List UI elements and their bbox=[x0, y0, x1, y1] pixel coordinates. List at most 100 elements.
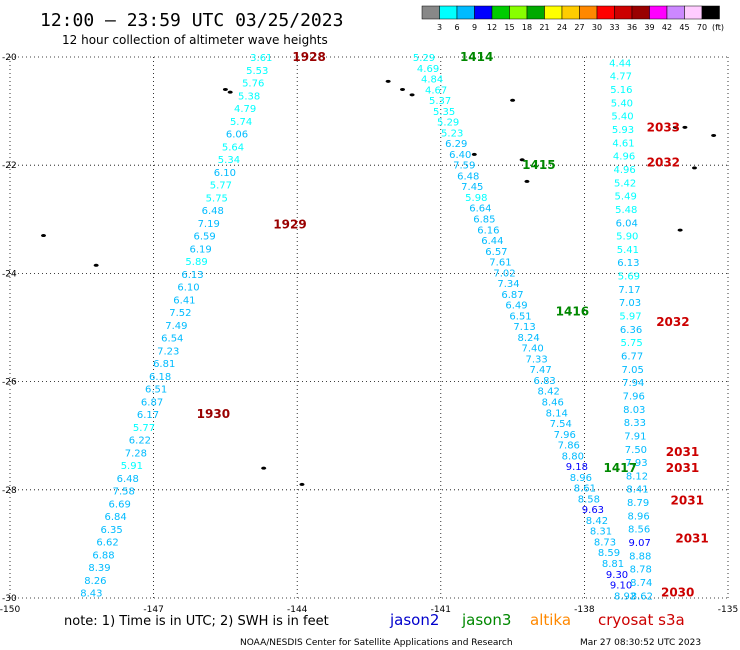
data-label: 8.03 bbox=[623, 405, 645, 416]
data-label: 4.84 bbox=[421, 75, 443, 86]
data-label: 7.86 bbox=[558, 441, 580, 452]
pass-label: 1417 bbox=[604, 461, 637, 475]
data-label: 6.48 bbox=[202, 206, 224, 217]
axis-ticks: -150 -147 -144 -141 -138 -135 -20 -22 -24 -26 -28 -… bbox=[0, 53, 738, 615]
land-mark bbox=[261, 466, 267, 470]
land-mark bbox=[682, 125, 688, 129]
legend-unit: (ft) bbox=[712, 23, 724, 32]
chart-subtitle: 12 hour collection of altimeter wave hei… bbox=[62, 33, 328, 47]
data-label: 5.41 bbox=[617, 245, 639, 256]
land-mark bbox=[510, 98, 516, 102]
legend-swatch bbox=[474, 5, 493, 20]
data-label: 7.05 bbox=[622, 365, 644, 376]
data-label: 5.75 bbox=[206, 193, 228, 204]
x-tick-label: -144 bbox=[287, 605, 308, 615]
data-label: 7.59 bbox=[453, 161, 475, 172]
land-mark bbox=[691, 166, 697, 170]
legend-label: 42 bbox=[662, 23, 672, 32]
data-label: 5.93 bbox=[612, 125, 634, 136]
pass-labels: 1928 1929 1930 1414 1415 1416 1417 2033 2032 2032… bbox=[197, 50, 709, 600]
legend-label: 3 bbox=[437, 23, 442, 32]
data-label: 5.23 bbox=[441, 128, 463, 139]
data-label: 6.16 bbox=[477, 225, 499, 236]
data-label: 8.39 bbox=[88, 563, 110, 574]
data-label: 8.43 bbox=[80, 589, 102, 600]
data-label: 8.42 bbox=[586, 516, 608, 527]
data-label: 5.40 bbox=[611, 112, 633, 123]
data-label: 6.35 bbox=[100, 525, 122, 536]
data-label: 5.48 bbox=[615, 205, 637, 216]
data-series: 3.61 5.53 5.765.38 4.79 5.74 6.065.64 5.34 6.10… bbox=[80, 53, 653, 602]
legend-swatch bbox=[509, 5, 528, 20]
y-tick-label: -26 bbox=[2, 378, 17, 388]
data-label: 8.31 bbox=[590, 527, 612, 538]
data-label: 6.29 bbox=[445, 139, 467, 150]
data-label: 7.28 bbox=[125, 448, 147, 459]
pass-label: 1416 bbox=[556, 304, 589, 318]
legend-label: 39 bbox=[644, 23, 654, 32]
data-label: 6.48 bbox=[117, 474, 139, 485]
data-label: 7.61 bbox=[489, 258, 511, 269]
land-mark bbox=[400, 87, 406, 91]
legend-label: 9 bbox=[472, 23, 477, 32]
legend-swatch bbox=[439, 5, 458, 20]
data-label: 5.38 bbox=[238, 91, 260, 102]
data-label: 6.19 bbox=[189, 244, 211, 255]
data-label: 7.49 bbox=[165, 321, 187, 332]
pass-label: 1414 bbox=[460, 50, 493, 64]
data-label: 6.83 bbox=[534, 376, 556, 387]
land-mark bbox=[41, 234, 47, 238]
data-label: 5.91 bbox=[121, 461, 143, 472]
data-label: 7.96 bbox=[623, 391, 645, 402]
data-label: 7.23 bbox=[157, 346, 179, 357]
data-label: 5.90 bbox=[616, 232, 638, 243]
data-label: 9.63 bbox=[582, 505, 604, 516]
legend-swatch bbox=[614, 5, 633, 20]
data-label: 6.06 bbox=[226, 130, 248, 141]
data-label: 6.13 bbox=[617, 258, 639, 269]
data-label: 8.61 bbox=[574, 484, 596, 495]
land-mark bbox=[222, 87, 228, 91]
x-tick-label: -141 bbox=[431, 605, 451, 615]
data-label: 8.96 bbox=[570, 473, 592, 484]
land-mark bbox=[471, 152, 477, 156]
data-label: 6.10 bbox=[177, 283, 199, 294]
data-label: 5.77 bbox=[210, 181, 232, 192]
data-label: 6.87 bbox=[501, 290, 523, 301]
data-label: 8.79 bbox=[627, 498, 649, 509]
pass-label: 2031 bbox=[666, 461, 699, 475]
data-label: 5.42 bbox=[614, 178, 636, 189]
data-label: 5.75 bbox=[620, 338, 642, 349]
x-tick-label: -135 bbox=[718, 605, 738, 615]
data-label: 5.29 bbox=[437, 118, 459, 129]
pass-label: 1929 bbox=[273, 218, 306, 232]
legend-label: 30 bbox=[592, 23, 602, 32]
y-tick-label: -28 bbox=[2, 486, 17, 496]
data-label: 6.64 bbox=[469, 204, 491, 215]
data-label: 4.61 bbox=[612, 138, 634, 149]
data-label: 5.40 bbox=[611, 98, 633, 109]
satellite-name: jason2 bbox=[389, 611, 439, 629]
land-mark bbox=[519, 158, 525, 162]
legend-label: 24 bbox=[557, 23, 567, 32]
data-label: 5.89 bbox=[185, 257, 207, 268]
data-label: 6.22 bbox=[129, 436, 151, 447]
land-mark bbox=[524, 179, 530, 183]
data-label: 7.33 bbox=[525, 354, 547, 365]
data-label: 8.26 bbox=[84, 576, 106, 587]
data-label: 8.56 bbox=[628, 525, 650, 536]
data-label: 5.97 bbox=[619, 312, 641, 323]
data-label: 6.69 bbox=[109, 499, 131, 510]
x-tick-label: -138 bbox=[574, 605, 595, 615]
pass-label: 1415 bbox=[522, 158, 555, 172]
data-label: 9.07 bbox=[629, 538, 651, 549]
y-tick-label: -30 bbox=[2, 594, 17, 604]
data-label: 6.51 bbox=[145, 385, 167, 396]
data-label: 7.45 bbox=[461, 182, 483, 193]
land-mark bbox=[299, 482, 305, 486]
data-label: 4.67 bbox=[425, 85, 447, 96]
pass-label: 2030 bbox=[661, 586, 694, 600]
data-label: 8.41 bbox=[626, 485, 648, 496]
data-label: 8.78 bbox=[630, 565, 652, 576]
data-label: 9.10 bbox=[610, 581, 632, 592]
